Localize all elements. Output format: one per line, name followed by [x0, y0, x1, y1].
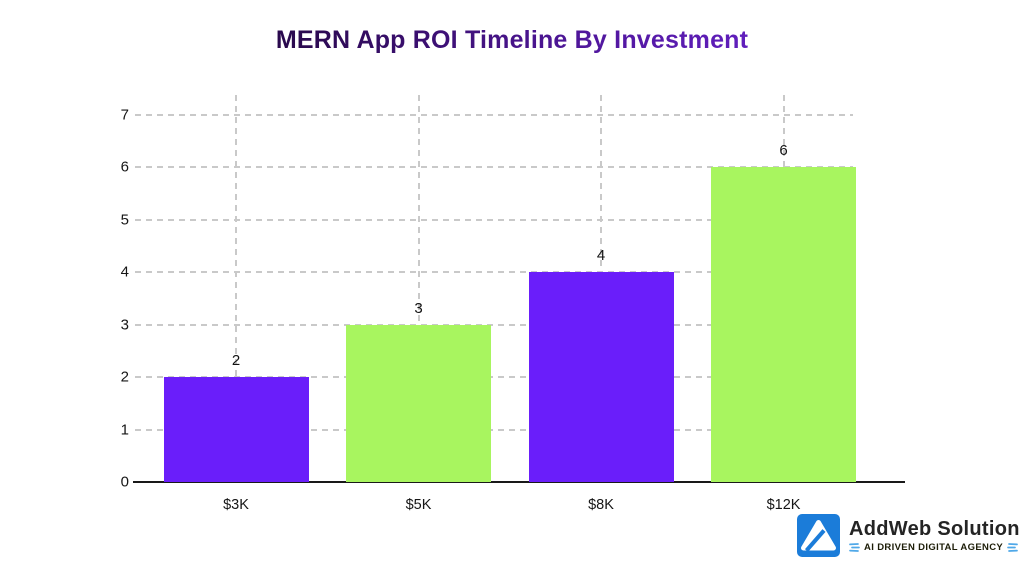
horizontal-gridline — [135, 271, 853, 274]
y-axis-tick-label: 0 — [120, 473, 129, 491]
horizontal-gridline — [135, 218, 853, 221]
y-axis-tick-label: 7 — [120, 106, 129, 124]
bar-12k — [711, 167, 856, 482]
x-axis-category-label: $5K — [405, 497, 432, 513]
x-axis-category-label: $8K — [588, 497, 614, 513]
y-axis-tick-label: 2 — [120, 368, 129, 386]
horizontal-gridline — [135, 113, 853, 116]
bar-value-label: 4 — [596, 247, 606, 265]
x-axis-category-label: $12K — [766, 497, 801, 513]
x-axis-category-label: $3K — [223, 497, 249, 513]
addweb-logo-icon — [797, 514, 840, 557]
brand-tagline-row: AI DRIVEN DIGITAL AGENCY — [849, 542, 1020, 553]
y-axis-tick-label: 4 — [120, 263, 129, 281]
y-axis-tick-label: 3 — [120, 316, 129, 334]
horizontal-gridline — [135, 166, 853, 169]
y-axis-tick-label: 1 — [120, 421, 129, 439]
brand-text-block: AddWeb Solution AI DRIVEN DIGITAL AGENCY — [849, 517, 1020, 553]
bar-5k — [346, 324, 491, 482]
brand-tagline: AI DRIVEN DIGITAL AGENCY — [864, 541, 1004, 553]
horizontal-gridline — [135, 376, 853, 379]
vertical-gridline — [235, 95, 237, 482]
x-axis-line — [133, 481, 905, 483]
bar-value-label: 3 — [414, 299, 423, 317]
y-axis-tick-label: 5 — [120, 211, 129, 229]
wave-left-icon — [849, 542, 860, 552]
bar-3k — [163, 377, 309, 482]
horizontal-gridline — [135, 323, 853, 326]
vertical-gridline — [417, 95, 420, 482]
bar-value-label: 6 — [779, 142, 788, 160]
brand-logo: AddWeb Solution AI DRIVEN DIGITAL AGENCY — [797, 514, 1020, 557]
bar-value-label: 2 — [231, 352, 241, 370]
wave-right-icon — [1007, 542, 1018, 552]
chart-title: MERN App ROI Timeline By Investment — [0, 26, 1024, 55]
horizontal-gridline — [135, 428, 853, 431]
bar-8k — [528, 272, 674, 482]
brand-name: AddWeb Solution — [849, 517, 1020, 540]
y-axis-tick-label: 6 — [120, 158, 129, 176]
